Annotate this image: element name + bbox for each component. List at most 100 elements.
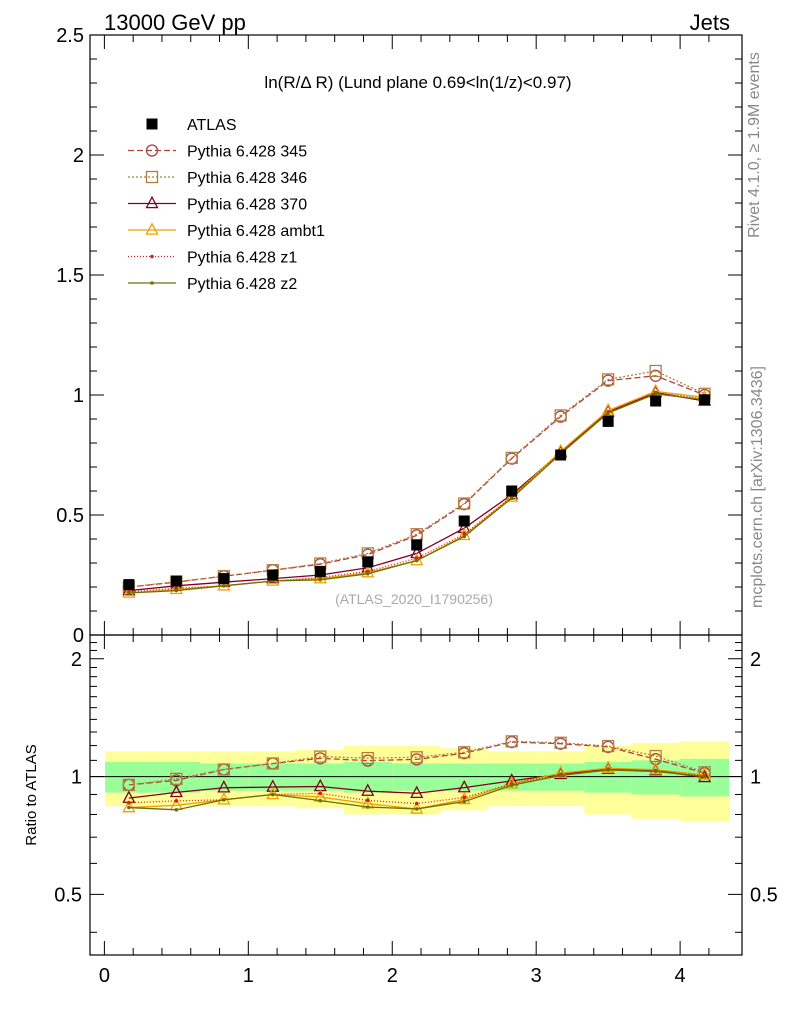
ratio-y-tick-label-right: 0.5 <box>750 884 778 906</box>
ratio-series-point <box>318 798 323 803</box>
legend-entry: Pythia 6.428 370 <box>128 195 307 214</box>
atlas-data-point <box>699 394 711 406</box>
ratio-plot-frame <box>89 634 743 956</box>
ratio-series-point <box>365 798 370 803</box>
ratio-band-inner <box>248 763 297 791</box>
series-point <box>554 409 567 422</box>
legend-entry: Pythia 6.428 z1 <box>128 250 297 267</box>
ratio-band-inner <box>584 761 632 793</box>
atlas-data-point <box>602 415 614 427</box>
watermark-label: (ATLAS_2020_I1790256) <box>335 591 493 607</box>
ratio-series-point <box>318 791 323 796</box>
ratio-series-point <box>414 801 419 806</box>
legend-label: Pythia 6.428 345 <box>187 144 307 161</box>
main-y-tick-label: 1.5 <box>56 265 84 287</box>
legend-label: Pythia 6.428 346 <box>187 170 307 187</box>
header-left-title: 13000 GeV pp <box>104 10 246 35</box>
atlas-data-point <box>458 515 470 527</box>
series-2 <box>122 384 712 596</box>
rivet-label: Rivet 4.1.0, ≥ 1.9M events <box>746 52 763 238</box>
atlas-data-point <box>170 575 182 587</box>
series-point <box>509 496 514 501</box>
atlas-data-point <box>314 565 326 577</box>
series-point <box>122 585 136 598</box>
ratio-series-point <box>649 749 662 763</box>
legend-entry: Pythia 6.428 z2 <box>128 276 297 293</box>
series-point <box>414 558 419 563</box>
ratio-series-point <box>270 792 275 797</box>
series-point <box>653 392 658 396</box>
series-point <box>458 498 471 511</box>
series-point <box>649 364 662 378</box>
x-tick-label: 1 <box>243 965 254 987</box>
atlas-data-point <box>506 485 518 497</box>
ratio-series-point <box>169 784 183 798</box>
series-line <box>128 393 705 594</box>
atlas-data-point <box>362 556 374 568</box>
ratio-series-point <box>314 750 327 763</box>
ratio-band-inner <box>440 763 488 791</box>
series-point <box>462 534 467 539</box>
legend: ATLAS Pythia 6.428 345 Pythia 6.428 346 Pyt… <box>128 117 325 293</box>
legend-entry: Pythia 6.428 345 <box>128 144 307 161</box>
ratio-series-point <box>410 785 424 798</box>
ratio-y-tick-label: 1 <box>71 767 82 789</box>
legend-label: Pythia 6.428 z2 <box>187 276 297 293</box>
series-point <box>318 578 323 582</box>
ratio-series-point <box>217 780 231 793</box>
ratio-series-point <box>505 735 518 748</box>
ratio-series-point <box>509 783 514 788</box>
atlas-data-point <box>267 569 279 581</box>
series-4 <box>127 390 707 594</box>
atlas-data-point <box>411 539 423 551</box>
series-point <box>222 584 226 588</box>
ratio-series-point <box>653 769 658 774</box>
atlas-data-point <box>218 573 230 585</box>
main-y-tick-label: 0.5 <box>56 505 84 527</box>
ratio-series-point <box>217 792 231 805</box>
ratio-y-tick-label: 2 <box>71 649 82 671</box>
ratio-series-line <box>128 741 705 786</box>
ratio-series-1 <box>122 735 711 792</box>
series-point <box>601 373 615 386</box>
series-point <box>365 572 370 576</box>
ratio-series-point <box>361 783 375 796</box>
ratio-series-point <box>410 751 423 764</box>
ratio-series-point <box>601 760 615 773</box>
x-tick-label: 0 <box>99 965 110 987</box>
ratio-series-point <box>554 736 567 749</box>
ratio-y-axis-label: Ratio to ATLAS <box>23 744 40 845</box>
ratio-series-point <box>365 805 370 809</box>
ratio-series-point <box>462 799 467 804</box>
ratio-band-inner <box>105 761 153 793</box>
mcplots-label: mcplots.cern.ch [arXiv:1306.3436] <box>749 366 766 608</box>
ratio-series-point <box>601 739 615 753</box>
series-line <box>128 390 705 594</box>
legend-marker <box>150 254 154 259</box>
x-tick-label: 2 <box>387 965 398 987</box>
main-plot: 0 0.5 1 1.5 2 2.5 <box>56 25 743 647</box>
ratio-series-point <box>266 779 280 792</box>
ratio-series-point <box>505 776 519 789</box>
ratio-y-tick-label-right: 1 <box>750 767 761 789</box>
atlas-data-point <box>650 395 662 407</box>
series-point <box>505 451 518 465</box>
ratio-series-point <box>174 799 179 803</box>
ratio-series-point <box>217 763 231 776</box>
ratio-series-point <box>361 751 374 765</box>
main-y-tick-label: 1 <box>73 385 84 407</box>
ratio-y-tick-label: 0.5 <box>54 884 82 906</box>
ratio-series-point <box>462 795 467 800</box>
ratio-series-point <box>266 757 279 770</box>
legend-marker <box>145 170 159 184</box>
ratio-band-inner <box>152 761 201 793</box>
legend-entry: ATLAS <box>146 117 237 134</box>
ratio-series-point <box>170 772 183 785</box>
ratio-series-point <box>414 807 419 811</box>
ratio-series-point <box>457 779 471 793</box>
ratio-y-tick-label-right: 2 <box>750 649 761 671</box>
ratio-series-point <box>649 762 663 775</box>
ratio-series-point <box>698 767 712 780</box>
header-right-title: Jets <box>690 10 730 35</box>
series-point <box>174 588 179 593</box>
